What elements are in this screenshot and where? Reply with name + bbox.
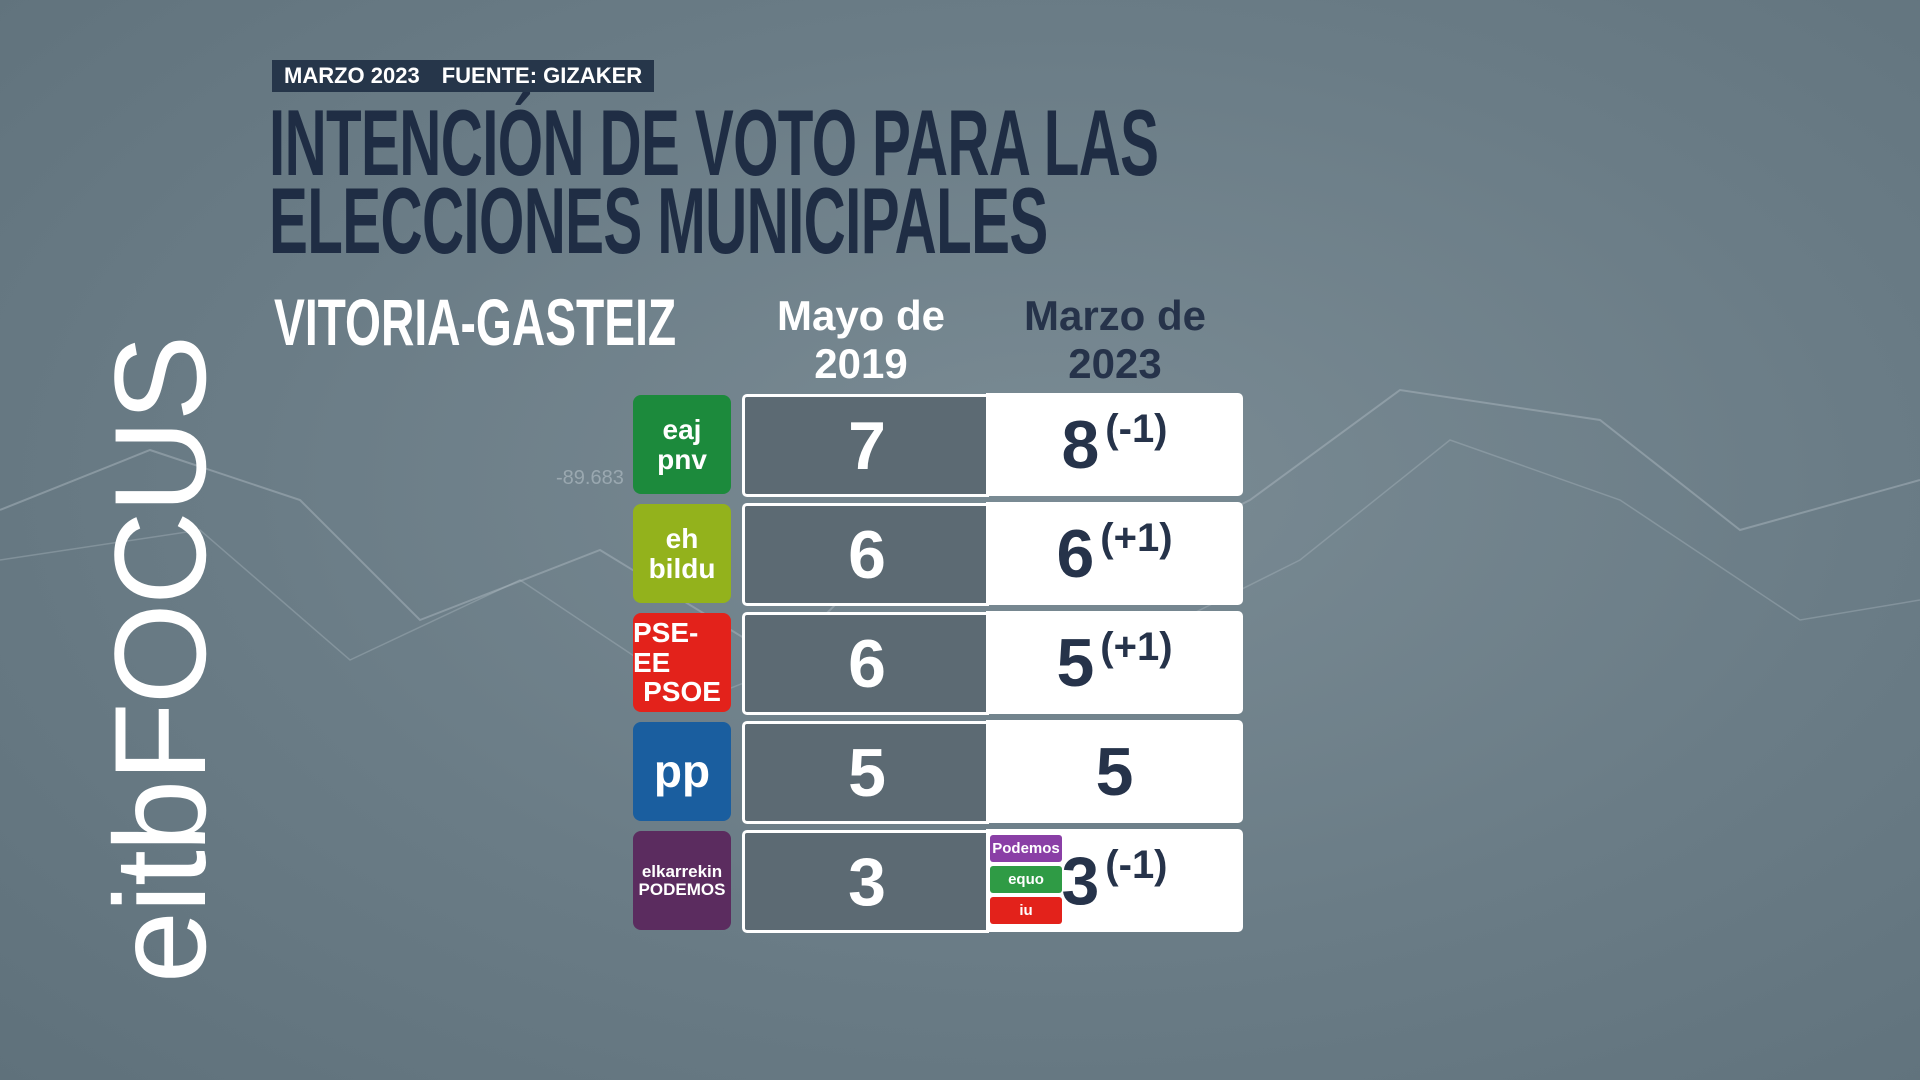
source-tag: MARZO 2023 FUENTE: GIZAKER — [272, 60, 655, 92]
seats-2023: 6 — [1056, 515, 1095, 592]
logo-text: pnv — [657, 443, 707, 475]
seats-2023-cell: Podemos equo iu 3 (-1) — [986, 829, 1243, 932]
logo-text: pp — [653, 745, 711, 798]
source: FUENTE: GIZAKER — [441, 63, 643, 88]
partner-logo: iu — [990, 897, 1062, 924]
seats-2023: 8 — [1061, 406, 1100, 483]
column-header: Mayo de 2019 — [776, 292, 946, 387]
column-header: Marzo de 2023 — [1023, 292, 1207, 387]
seats-2019: 6 — [742, 612, 989, 715]
seat-change: (+1) — [1100, 625, 1173, 669]
watermark: -89.683 — [556, 467, 624, 489]
seats-2019: 5 — [742, 721, 989, 824]
seats-2023: 5 — [1056, 624, 1095, 701]
subtitle: VITORIA-GASTEIZ — [274, 285, 677, 359]
logo-text: eaj — [662, 414, 702, 446]
title: INTENCIÓN DE VOTO PARA LAS ELECCIONES MU… — [269, 90, 1159, 273]
seats-2019: 3 — [742, 830, 989, 933]
seats-2023-cell: 6 (+1) — [986, 502, 1243, 605]
partner-logo: equo — [990, 866, 1062, 893]
partner-logos: Podemos equo iu — [990, 835, 1062, 924]
logo-text: elkarrekin — [641, 861, 723, 881]
seats-2023-cell: 5 (+1) — [986, 611, 1243, 714]
seats-2023: 5 — [1095, 733, 1134, 810]
logo-text: eh — [665, 523, 699, 555]
partner-logo: Podemos — [990, 835, 1062, 862]
party-logo: PSE-EE PSOE — [633, 613, 731, 712]
seats-2023: 3 — [1061, 842, 1100, 919]
seats-2023-cell: 8 (-1) — [986, 393, 1243, 496]
brand-logo: eitbFOCUS — [87, 336, 233, 984]
logo-text: PODEMOS — [638, 879, 726, 899]
logo-text: PSOE — [643, 676, 721, 708]
party-logo: eaj pnv — [633, 395, 731, 494]
date: MARZO 2023 — [284, 63, 420, 88]
seat-change: (+1) — [1100, 516, 1173, 560]
logo-text: PSE-EE — [633, 617, 699, 678]
seats-2023-cell: 5 — [986, 720, 1243, 823]
party-logo: pp — [633, 722, 731, 821]
seat-change: (-1) — [1105, 407, 1168, 451]
logo-text: bildu — [648, 552, 716, 584]
seats-2019: 6 — [742, 503, 989, 606]
seat-change: (-1) — [1105, 843, 1168, 887]
seats-2019: 7 — [742, 394, 989, 497]
party-logo: eh bildu — [633, 504, 731, 603]
party-logo: elkarrekin PODEMOS — [633, 831, 731, 930]
